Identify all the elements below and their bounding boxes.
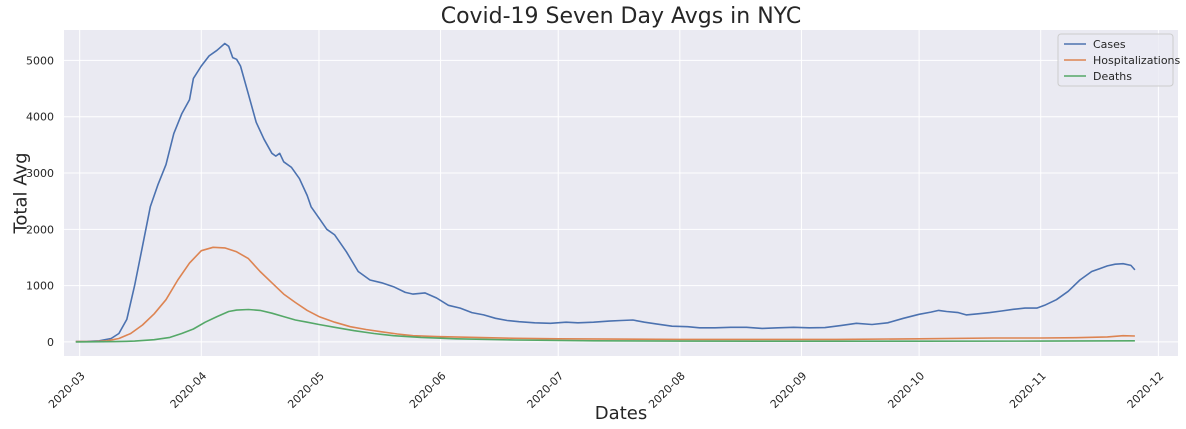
series-line-hospitalizations — [75, 246, 1135, 343]
y-tick-label: 4000 — [26, 111, 54, 124]
x-tick-label: 2020-08 — [646, 369, 688, 411]
x-axis-label: Dates — [595, 403, 647, 424]
plot-area — [64, 30, 1178, 356]
y-tick-label: 0 — [47, 336, 54, 349]
x-tick-label: 2020-05 — [285, 369, 327, 411]
legend-label-hospitalizations: Hospitalizations — [1093, 54, 1181, 67]
y-tick-labels: 0 1000 2000 3000 4000 5000 — [26, 54, 54, 349]
x-tick-label: 2020-09 — [768, 369, 810, 411]
legend-box — [1057, 33, 1174, 87]
legend-label-deaths: Deaths — [1093, 70, 1132, 83]
x-tick-label: 2020-12 — [1125, 369, 1167, 411]
y-tick-label: 2000 — [26, 223, 54, 236]
series-line-deaths — [75, 308, 1135, 343]
y-axis-label: Total Avg — [10, 152, 31, 234]
x-tick-label: 2020-06 — [407, 369, 449, 411]
chart-title: Covid-19 Seven Day Avgs in NYC — [441, 4, 802, 29]
y-tick-label: 5000 — [26, 54, 54, 67]
gridlines — [64, 30, 1178, 356]
x-tick-label: 2020-03 — [46, 369, 88, 411]
series-line-cases — [75, 42, 1136, 343]
series-lines — [75, 42, 1136, 343]
y-tick-label: 1000 — [26, 280, 54, 293]
y-tick-label: 3000 — [26, 167, 54, 180]
x-tick-label: 2020-04 — [168, 369, 210, 411]
x-tick-label: 2020-07 — [525, 369, 567, 411]
legend: Cases Hospitalizations Deaths — [1057, 33, 1181, 87]
legend-label-cases: Cases — [1093, 38, 1126, 51]
x-tick-label: 2020-10 — [885, 369, 927, 411]
x-tick-label: 2020-11 — [1007, 369, 1049, 411]
